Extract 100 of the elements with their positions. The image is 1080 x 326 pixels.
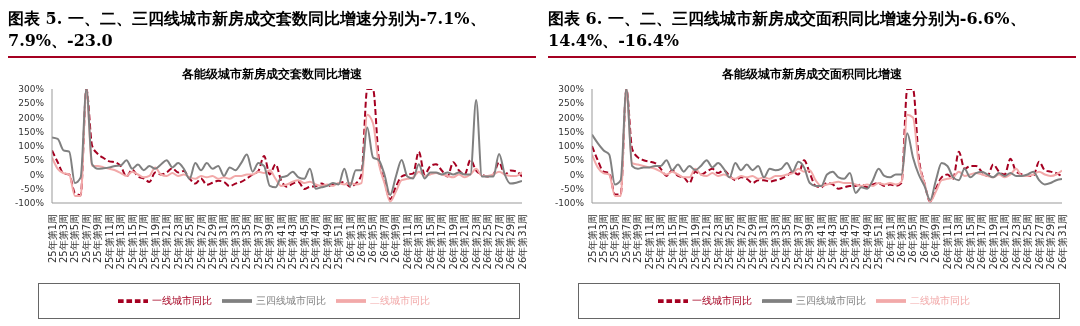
x-tick-label: 25年第1周 <box>586 214 598 264</box>
x-tick-label: 26年第29周 <box>505 214 517 270</box>
x-tick-label: 25年第45周 <box>298 214 310 270</box>
x-tick-label: 25年第5周 <box>609 214 621 264</box>
x-tick-label: 25年第11周 <box>643 214 655 270</box>
x-tick-label: 26年第3周 <box>896 214 908 264</box>
x-tick-label: 25年第17周 <box>138 214 150 270</box>
x-tick-label: 26年第17周 <box>436 214 448 270</box>
y-tick-label: 200% <box>18 112 45 123</box>
x-tick-label: 25年第3周 <box>597 214 609 264</box>
x-tick-label: 25年第7周 <box>80 214 92 264</box>
y-tick-label: 50% <box>23 155 45 166</box>
x-tick-label: 25年第41周 <box>275 214 287 270</box>
x-tick-label: 25年第39周 <box>264 214 276 270</box>
x-tick-label: 25年第49周 <box>861 214 873 270</box>
x-tick-label: 25年第31周 <box>758 214 770 270</box>
x-tick-label: 25年第23周 <box>712 214 724 270</box>
x-tick-label: 26年第25周 <box>1022 214 1034 270</box>
legend-label: 三四线城市同比 <box>256 295 326 306</box>
legend-label: 一线城市同比 <box>692 295 752 306</box>
x-tick-label: 26年第11周 <box>401 214 413 270</box>
y-tick-label: 150% <box>558 126 585 137</box>
y-tick-label: 250% <box>18 98 45 109</box>
x-tick-label: 25年第15周 <box>126 214 138 270</box>
x-tick-label: 26年第15周 <box>964 214 976 270</box>
x-tick-label: 26年第5周 <box>907 214 919 264</box>
x-tick-label: 25年第37周 <box>792 214 804 270</box>
chart-title: 图表 5. 一、二、三四线城市新房成交套数同比增速分别为-7.1%、7.9%、-23.0 <box>8 8 536 58</box>
y-tick-label: 50% <box>563 155 585 166</box>
x-tick-label: 25年第43周 <box>287 214 299 270</box>
y-tick-label: 0% <box>29 169 45 180</box>
x-tick-label: 26年第23周 <box>1010 214 1022 270</box>
x-tick-label: 26年第27周 <box>1033 214 1045 270</box>
x-tick-label: 25年第21周 <box>161 214 173 270</box>
x-tick-label: 25年第15周 <box>666 214 678 270</box>
x-tick-label: 26年第27周 <box>493 214 505 270</box>
y-tick-label: 0% <box>569 169 585 180</box>
x-tick-label: 25年第19周 <box>149 214 161 270</box>
x-tick-label: 26年第7周 <box>918 214 930 264</box>
x-tick-label: 26年第15周 <box>424 214 436 270</box>
y-tick-label: 250% <box>558 98 585 109</box>
x-tick-label: 26年第21周 <box>459 214 471 270</box>
chart-subtitle: 各能级城市新房成交面积同比增速 <box>721 66 903 83</box>
y-tick-label: 100% <box>558 141 585 152</box>
x-tick-label: 25年第17周 <box>678 214 690 270</box>
x-tick-label: 26年第5周 <box>367 214 379 264</box>
y-tick-label: -50% <box>560 183 585 194</box>
x-tick-label: 26年第7周 <box>378 214 390 264</box>
x-tick-label: 25年第33周 <box>229 214 241 270</box>
x-tick-label: 26年第9周 <box>930 214 942 264</box>
legend-label: 一线城市同比 <box>152 295 212 306</box>
x-tick-label: 26年第1周 <box>344 214 356 264</box>
legend-label: 三四线城市同比 <box>796 295 866 306</box>
x-tick-label: 25年第13周 <box>655 214 667 270</box>
x-tick-label: 25年第9周 <box>632 214 644 264</box>
x-tick-label: 25年第23周 <box>172 214 184 270</box>
x-tick-label: 26年第11周 <box>941 214 953 270</box>
x-tick-label: 25年第47周 <box>310 214 322 270</box>
x-tick-label: 25年第7周 <box>620 214 632 264</box>
x-tick-label: 26年第17周 <box>976 214 988 270</box>
x-tick-label: 26年第13周 <box>953 214 965 270</box>
x-tick-label: 25年第31周 <box>218 214 230 270</box>
x-tick-label: 25年第51周 <box>333 214 345 270</box>
x-tick-label: 25年第45周 <box>838 214 850 270</box>
x-tick-label: 25年第27周 <box>735 214 747 270</box>
y-tick-label: -50% <box>20 183 45 194</box>
y-tick-label: 100% <box>18 141 45 152</box>
x-tick-label: 25年第35周 <box>781 214 793 270</box>
x-tick-label: 25年第3周 <box>57 214 69 264</box>
y-tick-label: 200% <box>558 112 585 123</box>
x-tick-label: 26年第1周 <box>884 214 896 264</box>
x-tick-label: 25年第51周 <box>873 214 885 270</box>
x-tick-label: 26年第25周 <box>482 214 494 270</box>
x-tick-label: 25年第11周 <box>103 214 115 270</box>
x-tick-label: 25年第29周 <box>206 214 218 270</box>
x-tick-label: 25年第9周 <box>92 214 104 264</box>
x-tick-label: 25年第1周 <box>46 214 58 264</box>
y-tick-label: 150% <box>18 126 45 137</box>
x-tick-label: 26年第21周 <box>999 214 1011 270</box>
x-tick-label: 25年第33周 <box>769 214 781 270</box>
x-tick-label: 25年第25周 <box>184 214 196 270</box>
x-tick-label: 25年第35周 <box>241 214 253 270</box>
x-tick-label: 25年第43周 <box>827 214 839 270</box>
x-tick-label: 26年第9周 <box>390 214 402 264</box>
x-tick-label: 26年第13周 <box>413 214 425 270</box>
x-tick-label: 25年第27周 <box>195 214 207 270</box>
x-tick-label: 26年第31周 <box>1056 214 1068 270</box>
x-tick-label: 25年第49周 <box>321 214 333 270</box>
x-tick-label: 25年第41周 <box>815 214 827 270</box>
x-tick-label: 26年第29周 <box>1045 214 1057 270</box>
y-tick-label: 300% <box>18 84 45 95</box>
chart-subtitle: 各能级城市新房成交套数同比增速 <box>181 66 363 83</box>
x-tick-label: 26年第19周 <box>447 214 459 270</box>
x-tick-label: 26年第3周 <box>356 214 368 264</box>
x-tick-label: 25年第5周 <box>69 214 81 264</box>
x-tick-label: 25年第25周 <box>724 214 736 270</box>
x-tick-label: 26年第23周 <box>470 214 482 270</box>
x-tick-label: 25年第19周 <box>689 214 701 270</box>
x-tick-label: 25年第21周 <box>701 214 713 270</box>
x-tick-label: 25年第29周 <box>746 214 758 270</box>
